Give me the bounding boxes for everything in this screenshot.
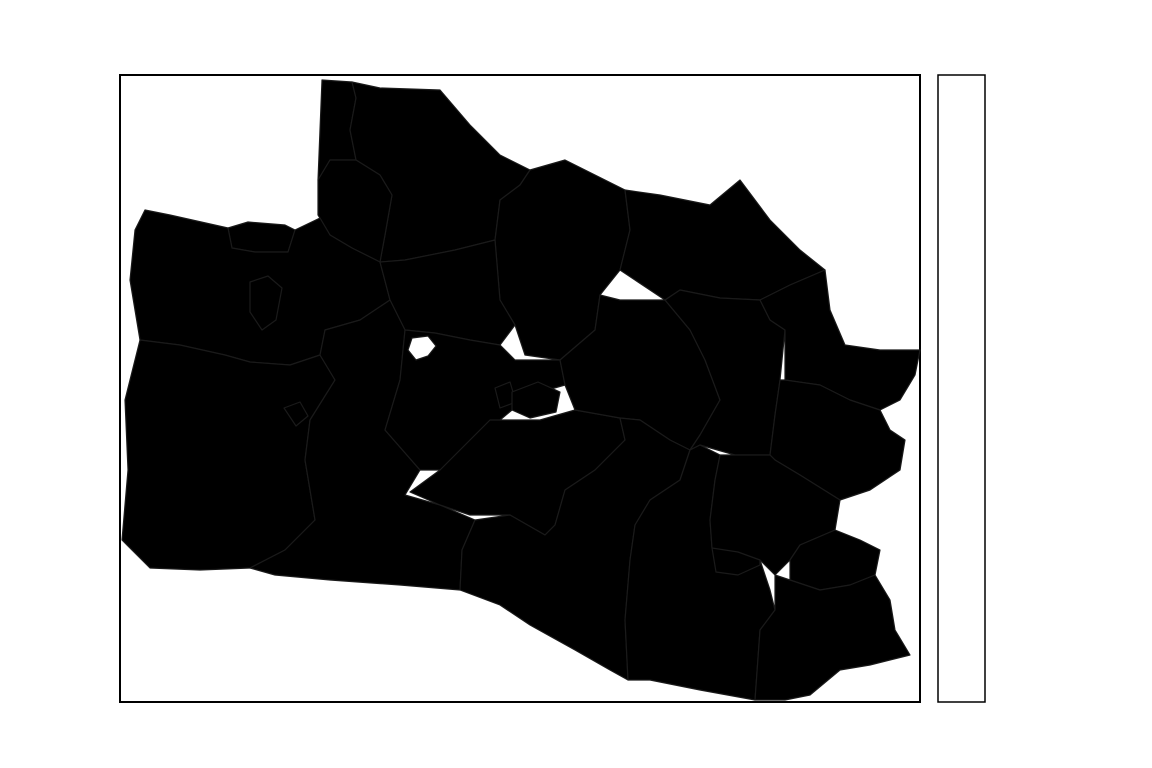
region-indramayu[interactable] — [619, 179, 826, 301]
no-data-patch — [407, 335, 437, 361]
legend-frame — [937, 74, 986, 703]
region-bogor-kota[interactable] — [249, 275, 283, 331]
region-bandung-kota[interactable] — [511, 381, 561, 419]
region-sukabumi-kota[interactable] — [283, 401, 309, 427]
region-pangandaran[interactable] — [754, 574, 911, 701]
regions-layer — [121, 79, 921, 701]
region-depok[interactable] — [227, 221, 296, 253]
color-legend — [937, 74, 986, 703]
region-cirebon[interactable] — [759, 269, 921, 411]
map-frame — [119, 74, 921, 703]
region-kuningan[interactable] — [769, 379, 906, 501]
